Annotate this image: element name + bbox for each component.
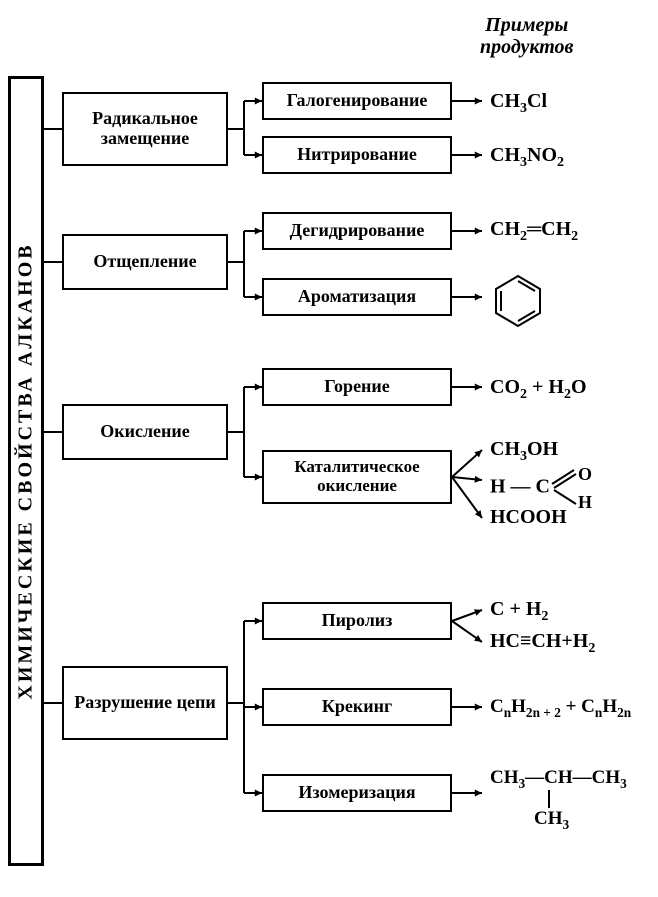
sub-deh: Дегидрирование [262,212,452,250]
prod-arom-0 [490,272,546,334]
sub-isom: Изомеризация [262,774,452,812]
prod-catox-1: H — C O H [490,468,592,508]
prod-isom-0: CH3—CH—CH3 CH3 [490,768,627,831]
sub-nitr: Нитрирование [262,136,452,174]
sub-catox: Каталитическое окисление [262,450,452,504]
prod-burn-0: CO2 + H2O [490,376,587,403]
sub-crack: Крекинг [262,688,452,726]
sub-pyr: Пиролиз [262,602,452,640]
cho-icon: O H [550,468,592,508]
header-l1: Примеры [485,14,568,36]
sub-arom: Ароматизация [262,278,452,316]
prod-pyr-0: C + H2 [490,598,548,625]
sub-burn: Горение [262,368,452,406]
prod-nitr-0: CH3NO2 [490,144,564,171]
benzene-icon [490,272,546,328]
cat-chain: Разрушение цепи [62,666,228,740]
svg-text:H: H [578,492,592,508]
cat-otsh: Отщепление [62,234,228,290]
svg-text:O: O [578,468,592,484]
cat-oxid: Окисление [62,404,228,460]
header-l2: продуктов [480,36,574,58]
products-header: Примеры продуктов [480,14,574,58]
root-box: ХИМИЧЕСКИЕ СВОЙСТВА АЛКАНОВ [8,76,44,866]
cat-rad: Радикальное замещение [62,92,228,166]
prod-crack-0: CnH2n + 2 + CnH2n [490,696,631,721]
sub-halo: Галогенирование [262,82,452,120]
prod-pyr-1: HC≡CH+H2 [490,630,595,657]
prod-catox-0: CH3OH [490,438,558,465]
prod-catox-2: HCOOH [490,506,567,529]
prod-deh-0: CH2═CH2 [490,218,578,245]
prod-halo-0: CH3Cl [490,90,547,117]
root-label: ХИМИЧЕСКИЕ СВОЙСТВА АЛКАНОВ [15,242,38,699]
